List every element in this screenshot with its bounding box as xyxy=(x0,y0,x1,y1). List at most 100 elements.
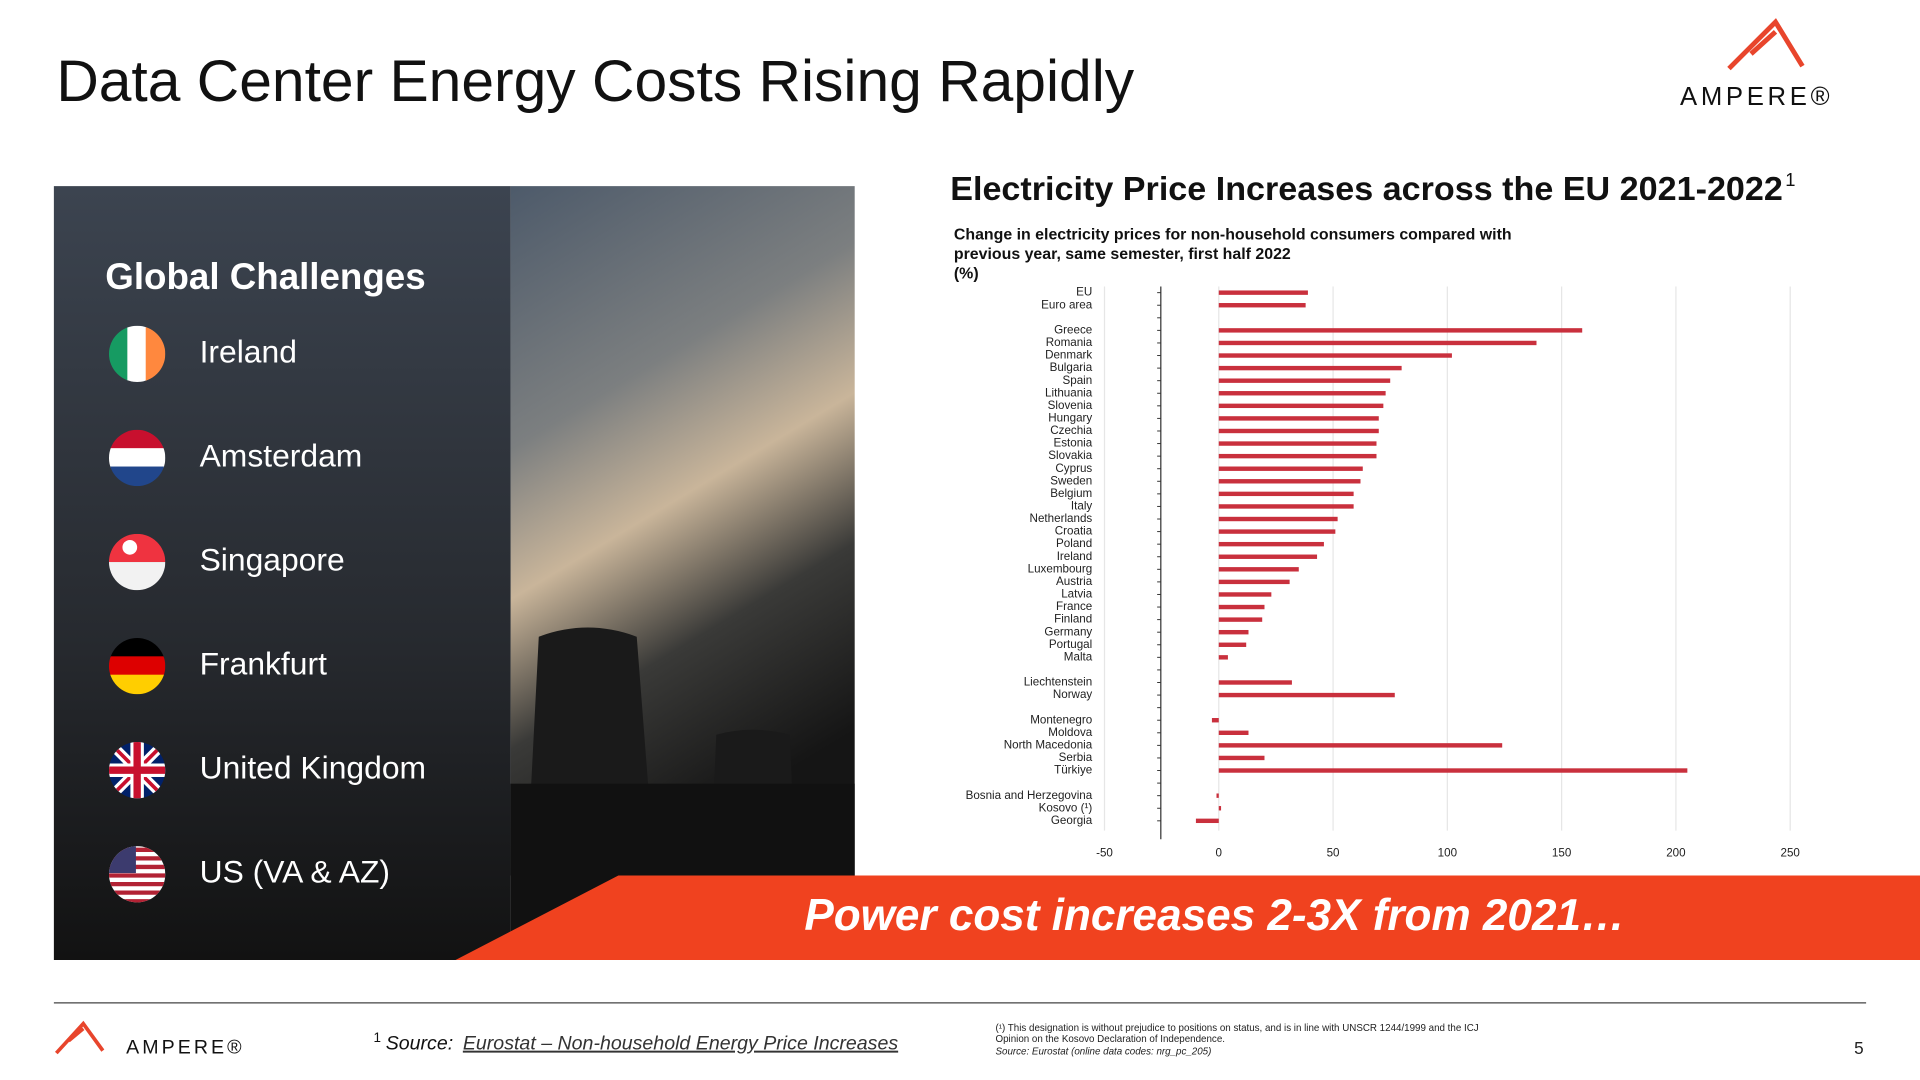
bar xyxy=(1218,554,1318,559)
bar xyxy=(1218,479,1361,484)
y-tick-label: Luxembourg xyxy=(1028,562,1093,575)
y-tick-label: Hungary xyxy=(1048,411,1092,424)
note: Opinion on the Kosovo Declaration of Ind… xyxy=(996,1034,1225,1045)
x-tick-label: 50 xyxy=(1327,847,1340,860)
y-tick-label: Poland xyxy=(1056,537,1092,550)
bar xyxy=(1211,718,1219,723)
y-tick-label: Spain xyxy=(1063,374,1093,387)
bar xyxy=(1218,592,1272,597)
note: Source: Eurostat (online data codes: nrg… xyxy=(996,1046,1212,1057)
chart-subtitle: previous year, same semester, first half… xyxy=(954,246,1291,263)
bar xyxy=(1218,290,1308,295)
location: United Kingdom xyxy=(200,750,426,786)
x-tick-label: -50 xyxy=(1096,847,1113,860)
y-tick-label: Ireland xyxy=(1057,550,1093,563)
y-tick-label: Montenegro xyxy=(1030,713,1092,726)
y-tick-label: Romania xyxy=(1046,336,1093,349)
logo: AMPERE® xyxy=(1680,83,1833,111)
y-tick-label: Kosovo (¹) xyxy=(1039,801,1093,814)
bar xyxy=(1218,378,1391,383)
location: US (VA & AZ) xyxy=(200,854,390,890)
bar xyxy=(1218,303,1306,308)
y-tick-label: Sweden xyxy=(1050,474,1092,487)
location: Frankfurt xyxy=(200,646,328,682)
bar xyxy=(1218,428,1379,434)
chart-title: Electricity Price Increases across the E… xyxy=(950,171,1783,208)
y-tick-label: Moldova xyxy=(1048,726,1092,739)
bar xyxy=(1218,353,1452,358)
y-tick-label: Estonia xyxy=(1053,437,1092,450)
x-tick-label: 200 xyxy=(1666,847,1686,860)
y-tick-label: Latvia xyxy=(1061,588,1093,601)
bar xyxy=(1216,793,1219,798)
location-list: Ireland Amsterdam Singapore Frankfurt United… xyxy=(200,333,426,889)
y-tick-label: North Macedonia xyxy=(1004,738,1093,751)
y-tick-label: Germany xyxy=(1044,625,1092,638)
y-tick-label: Malta xyxy=(1064,650,1093,663)
y-tick-label: Norway xyxy=(1053,688,1093,701)
bar xyxy=(1218,403,1384,409)
banner-text: Power cost increases 2-3X from 2021… xyxy=(804,891,1625,940)
source-link[interactable]: Eurostat – Non-household Energy Price In… xyxy=(463,1033,899,1055)
y-tick-label: Netherlands xyxy=(1030,512,1093,525)
bar xyxy=(1218,655,1228,660)
y-tick-label: Georgia xyxy=(1051,814,1093,827)
bar xyxy=(1218,604,1265,610)
note: (¹) This designation is without prejudic… xyxy=(996,1023,1479,1034)
bar xyxy=(1218,579,1290,585)
y-tick-label: Bulgaria xyxy=(1050,361,1093,374)
bar xyxy=(1218,328,1583,333)
source-label: Source: xyxy=(386,1033,453,1055)
y-tick-label: Czechia xyxy=(1050,424,1093,437)
bar xyxy=(1218,453,1377,459)
bar xyxy=(1218,692,1395,698)
location: Ireland xyxy=(200,333,297,369)
bar xyxy=(1218,391,1386,396)
y-tick-label: EU xyxy=(1076,286,1092,299)
y-tick-label: Serbia xyxy=(1059,751,1093,764)
bar xyxy=(1195,818,1219,824)
y-tick-label: Slovenia xyxy=(1048,399,1093,412)
logo-mark xyxy=(1727,18,1805,71)
y-tick-label: Portugal xyxy=(1049,638,1092,651)
location: Amsterdam xyxy=(200,437,363,473)
x-tick-label: 100 xyxy=(1438,847,1458,860)
y-tick-label: Cyprus xyxy=(1055,462,1092,475)
bar xyxy=(1218,491,1354,497)
bar xyxy=(1218,365,1402,371)
bar xyxy=(1218,504,1354,509)
y-tick-label: Greece xyxy=(1054,323,1092,336)
bar xyxy=(1218,755,1265,761)
chart-subtitle: Change in electricity prices for non-hou… xyxy=(954,226,1512,243)
bar xyxy=(1218,567,1299,572)
bar xyxy=(1218,516,1338,522)
bar xyxy=(1218,416,1379,421)
y-tick-label: Denmark xyxy=(1045,349,1092,362)
y-tick-label: Lithuania xyxy=(1045,386,1093,399)
page-number: 5 xyxy=(1854,1038,1864,1058)
bar xyxy=(1218,768,1688,773)
y-tick-label: Liechtenstein xyxy=(1024,676,1093,689)
x-tick-label: 150 xyxy=(1552,847,1572,860)
flags xyxy=(108,325,166,903)
bar xyxy=(1218,529,1336,534)
footer-logo: AMPERE® xyxy=(126,1036,245,1058)
bar xyxy=(1218,541,1324,547)
panel-title: Global Challenges xyxy=(105,256,425,297)
x-tick-label: 0 xyxy=(1216,847,1223,860)
y-tick-label: Bosnia and Herzegovina xyxy=(966,789,1093,802)
x-tick-label: 250 xyxy=(1781,847,1801,860)
bar xyxy=(1218,680,1292,685)
y-tick-label: Austria xyxy=(1056,575,1093,588)
bar xyxy=(1218,806,1222,811)
bar xyxy=(1218,642,1247,647)
y-tick-label: Croatia xyxy=(1055,525,1093,538)
y-tick-label: France xyxy=(1056,600,1092,613)
bar xyxy=(1218,617,1263,622)
y-tick-label: Finland xyxy=(1054,613,1092,626)
y-tick-label: Italy xyxy=(1071,500,1093,513)
y-tick-label: Euro area xyxy=(1041,298,1093,311)
